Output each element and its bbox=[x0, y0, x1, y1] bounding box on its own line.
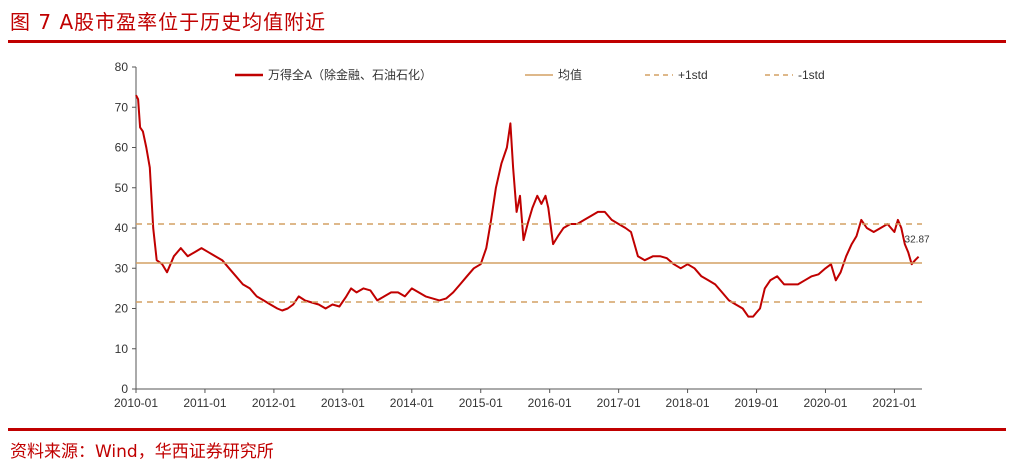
y-tick-label: 50 bbox=[115, 181, 129, 195]
x-tick-label: 2018-01 bbox=[666, 396, 710, 410]
chart-lines bbox=[135, 94, 922, 318]
legend-label: 万得全A（除金融、石油石化） bbox=[268, 67, 432, 82]
chart-legend: 万得全A（除金融、石油石化） 均值 +1std -1std bbox=[235, 67, 825, 82]
x-tick-label: 2020-01 bbox=[803, 396, 847, 410]
x-tick-label: 2015-01 bbox=[459, 396, 503, 410]
x-tick-label: 2017-01 bbox=[597, 396, 641, 410]
title-divider bbox=[8, 40, 1006, 43]
x-tick-label: 2011-01 bbox=[183, 396, 226, 410]
source-note: 资料来源：Wind，华西证券研究所 bbox=[10, 442, 274, 462]
chart-annotations: 32.87 bbox=[905, 235, 930, 246]
y-tick-label: 10 bbox=[115, 342, 129, 356]
series-line-main bbox=[135, 94, 920, 318]
x-tick-label: 2012-01 bbox=[252, 396, 296, 410]
y-tick-label: 70 bbox=[115, 100, 129, 114]
y-tick-label: 30 bbox=[115, 261, 129, 275]
legend-label: 均值 bbox=[558, 67, 582, 82]
x-tick-label: 2013-01 bbox=[321, 396, 365, 410]
y-tick-label: 0 bbox=[121, 382, 128, 396]
y-tick-label: 20 bbox=[115, 302, 129, 316]
y-tick-label: 80 bbox=[115, 60, 129, 74]
legend-label: -1std bbox=[798, 68, 825, 82]
y-tick-label: 40 bbox=[115, 221, 129, 235]
x-axis-ticks: 2010-01 2011-01 2012-01 2013-01 2014-01 2015-… bbox=[114, 389, 917, 410]
x-tick-label: 2016-01 bbox=[528, 396, 572, 410]
data-label: 32.87 bbox=[905, 235, 930, 246]
x-tick-label: 2014-01 bbox=[390, 396, 434, 410]
y-axis-ticks: 0 10 20 30 40 50 60 70 80 bbox=[115, 60, 136, 396]
footer-divider bbox=[8, 428, 1006, 431]
x-tick-label: 2021-01 bbox=[872, 396, 916, 410]
x-tick-label: 2010-01 bbox=[114, 396, 158, 410]
page-title: 图 7 A股市盈率位于历史均值附近 bbox=[10, 10, 327, 34]
chart-axes bbox=[135, 67, 922, 390]
legend-label: +1std bbox=[678, 68, 708, 82]
x-tick-label: 2019-01 bbox=[735, 396, 779, 410]
y-tick-label: 60 bbox=[115, 141, 129, 155]
